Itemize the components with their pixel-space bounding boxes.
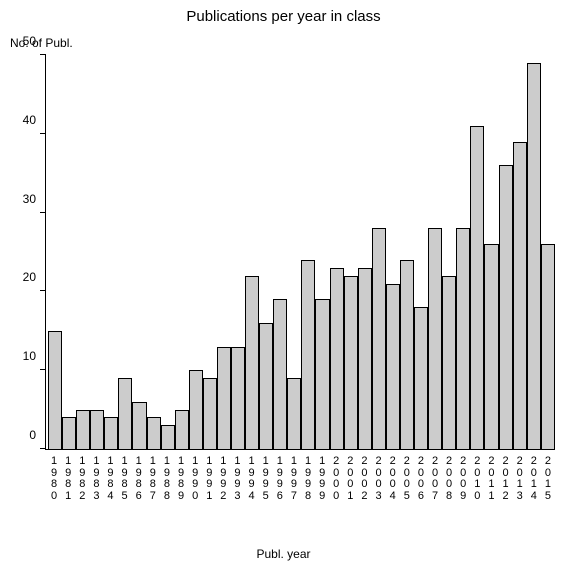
bar <box>189 370 203 449</box>
bar <box>287 378 301 449</box>
chart-title: Publications per year in class <box>0 8 567 25</box>
bars-group <box>46 55 555 449</box>
x-tick-label: 1990 <box>188 452 202 502</box>
x-tick-label: 1997 <box>287 452 301 502</box>
bar <box>301 260 315 449</box>
bar <box>499 165 513 449</box>
x-tick-label: 1986 <box>132 452 146 502</box>
bar <box>118 378 132 449</box>
bar <box>161 425 175 449</box>
x-tick-label: 1996 <box>273 452 287 502</box>
y-tick-label: 10 <box>23 349 46 363</box>
x-tick-label: 2014 <box>527 452 541 502</box>
x-tick-label: 1992 <box>216 452 230 502</box>
y-tick-label: 0 <box>29 428 46 442</box>
x-tick-label: 2009 <box>456 452 470 502</box>
x-tick-label: 2003 <box>372 452 386 502</box>
x-tick-label: 2007 <box>428 452 442 502</box>
x-tick-label: 2013 <box>513 452 527 502</box>
x-tick-label: 1994 <box>245 452 259 502</box>
bar <box>147 417 161 449</box>
x-tick-label: 2012 <box>499 452 513 502</box>
y-tick <box>40 369 46 370</box>
bar <box>76 410 90 449</box>
x-tick-label: 1988 <box>160 452 174 502</box>
bar <box>231 347 245 449</box>
bar <box>90 410 104 449</box>
x-tick-label: 2010 <box>470 452 484 502</box>
x-tick-labels: 1980198119821983198419851986198719881989… <box>45 452 555 502</box>
x-tick-label: 2004 <box>386 452 400 502</box>
bar <box>259 323 273 449</box>
bar <box>273 299 287 449</box>
bar <box>48 331 62 449</box>
bar-chart-publications: Publications per year in class No. of Pu… <box>0 0 567 567</box>
x-tick-label: 1984 <box>103 452 117 502</box>
x-tick-label: 2015 <box>541 452 555 502</box>
bar <box>245 276 259 449</box>
bar <box>513 142 527 449</box>
x-tick-label: 1998 <box>301 452 315 502</box>
x-tick-label: 2008 <box>442 452 456 502</box>
bar <box>400 260 414 449</box>
y-tick-label: 20 <box>23 270 46 284</box>
y-tick-label: 50 <box>23 34 46 48</box>
bar <box>203 378 217 449</box>
bar <box>470 126 484 449</box>
y-tick-label: 40 <box>23 113 46 127</box>
x-tick-label: 1989 <box>174 452 188 502</box>
bar <box>442 276 456 449</box>
bar <box>372 228 386 449</box>
bar <box>330 268 344 449</box>
x-tick-label: 2006 <box>414 452 428 502</box>
y-tick <box>40 448 46 449</box>
bar <box>428 228 442 449</box>
x-tick-label: 1991 <box>202 452 216 502</box>
x-tick-label: 1993 <box>230 452 244 502</box>
y-tick <box>40 212 46 213</box>
y-tick <box>40 54 46 55</box>
bar <box>217 347 231 449</box>
x-tick-label: 2002 <box>357 452 371 502</box>
bar <box>132 402 146 449</box>
bar <box>358 268 372 449</box>
plot-area: 01020304050 <box>45 55 555 450</box>
bar <box>344 276 358 449</box>
x-axis-label: Publ. year <box>0 547 567 561</box>
bar <box>62 417 76 449</box>
bar <box>484 244 498 449</box>
x-tick-label: 1980 <box>47 452 61 502</box>
x-tick-label: 1999 <box>315 452 329 502</box>
bar <box>414 307 428 449</box>
x-tick-label: 1982 <box>75 452 89 502</box>
bar <box>104 417 118 449</box>
y-tick <box>40 133 46 134</box>
x-tick-label: 1985 <box>118 452 132 502</box>
bar <box>541 244 555 449</box>
y-tick <box>40 290 46 291</box>
x-tick-label: 1981 <box>61 452 75 502</box>
bar <box>315 299 329 449</box>
x-tick-label: 2005 <box>400 452 414 502</box>
bar <box>456 228 470 449</box>
bar <box>175 410 189 449</box>
x-tick-label: 2000 <box>329 452 343 502</box>
x-tick-label: 2001 <box>343 452 357 502</box>
x-tick-label: 1987 <box>146 452 160 502</box>
bar <box>527 63 541 449</box>
bar <box>386 284 400 449</box>
x-tick-label: 1995 <box>259 452 273 502</box>
x-tick-label: 1983 <box>89 452 103 502</box>
y-tick-label: 30 <box>23 192 46 206</box>
x-tick-label: 2011 <box>484 452 498 502</box>
